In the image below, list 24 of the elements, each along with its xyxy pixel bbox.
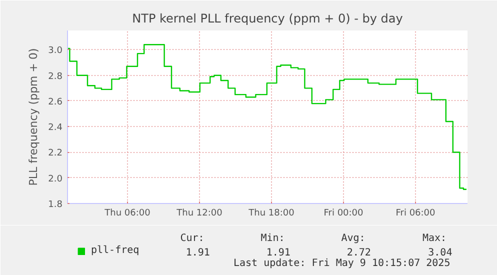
y-tick-label: 1.8 — [48, 200, 63, 210]
x-tick-label: Fri 06:00 — [396, 208, 436, 218]
y-tick-label: 2.2 — [48, 148, 63, 159]
text: Last update: Fri May 9 10:15:07 2025 — [233, 258, 450, 269]
chart-title: NTP kernel PLL frequency (ppm + 0) - by day — [132, 12, 403, 26]
y-tick-label: 2.4 — [48, 123, 63, 134]
text: Min: — [260, 233, 285, 244]
text: Max: — [422, 233, 447, 244]
y-tick-label: 3.0 — [48, 46, 63, 56]
x-tick-label: Thu 06:00 — [104, 208, 151, 218]
legend-label: pll-freq — [91, 245, 140, 256]
x-tick-label: Fri 00:00 — [324, 208, 364, 218]
y-tick-label: 2.8 — [48, 72, 63, 82]
x-tick-label: Thu 18:00 — [248, 208, 295, 218]
text: 1.91 — [186, 248, 210, 258]
y-axis-title: PLL frequency (ppm + 0) — [27, 48, 40, 186]
text: 1.91 — [266, 248, 290, 258]
text: Cur: — [180, 233, 204, 244]
y-tick-label: 2.0 — [48, 174, 63, 184]
text: Avg: — [341, 233, 366, 244]
text: 2.72 — [346, 248, 371, 258]
y-tick-label: 2.6 — [48, 97, 63, 108]
text: 3.04 — [428, 248, 452, 258]
x-tick-label: Thu 12:00 — [176, 208, 223, 218]
